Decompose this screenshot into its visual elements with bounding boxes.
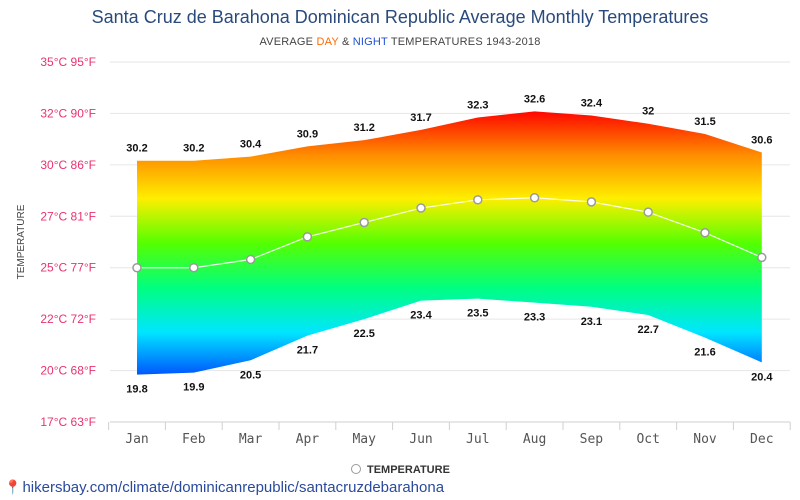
night-value-label: 22.5 [353,328,374,340]
average-point [245,254,256,265]
average-point [757,252,767,263]
night-value-label: 22.7 [637,324,658,336]
night-value-label: 20.4 [751,371,773,383]
x-tick-label: Oct [636,432,659,447]
location-pin-icon: 📍 [4,479,22,495]
average-point [586,197,597,207]
average-point [132,262,142,273]
day-value-label: 30.6 [751,135,772,147]
night-value-label: 23.5 [467,308,488,320]
x-tick-label: Nov [693,432,717,447]
average-point [643,207,653,217]
average-point [529,193,540,203]
x-tick-label: Jan [125,432,148,447]
night-value-label: 23.4 [410,310,432,322]
day-value-label: 30.9 [297,128,318,140]
y-tick-label: 30°C 86°F [40,158,96,172]
chart-legend[interactable]: TEMPERATURE [351,464,450,476]
night-value-label: 19.9 [183,382,204,394]
night-value-label: 21.6 [694,347,715,359]
day-value-label: 31.5 [694,116,715,128]
source-url: hikersbay.com/climate/dominicanrepublic/… [22,479,445,496]
x-tick-label: Feb [182,432,206,447]
day-value-label: 31.2 [353,122,374,134]
day-value-label: 30.4 [240,139,262,151]
day-value-label: 32.6 [524,93,545,105]
day-value-label: 30.2 [126,143,147,155]
subtitle-suffix: TEMPERATURES 1943-2018 [387,36,541,48]
x-tick-label: May [352,432,376,447]
day-value-label: 30.2 [183,143,204,155]
day-value-label: 32.4 [581,97,603,109]
day-value-label: 32.3 [467,100,488,112]
night-value-label: 19.8 [126,384,147,396]
average-point [473,195,483,205]
source-link[interactable]: 📍hikersbay.com/climate/dominicanrepublic… [4,479,444,496]
y-tick-label: 27°C 81°F [40,209,96,223]
chart-subtitle: AVERAGE DAY & NIGHT TEMPERATURES 1943-20… [0,36,800,48]
y-tick-label: 20°C 68°F [40,364,96,378]
day-value-label: 32 [642,106,654,118]
y-tick-label: 22°C 72°F [40,312,96,326]
night-value-label: 23.1 [581,316,602,328]
x-tick-label: Apr [296,432,320,447]
subtitle-night: NIGHT [352,36,388,48]
legend-marker-icon [351,464,361,474]
average-point [700,227,710,238]
subtitle-prefix: AVERAGE [259,36,317,48]
night-value-label: 20.5 [240,369,261,381]
average-point [416,203,426,213]
x-tick-label: Jul [466,432,489,447]
y-tick-label: 35°C 95°F [40,55,96,69]
average-point [302,232,313,242]
x-tick-label: Aug [523,432,546,447]
subtitle-amp: & [338,36,353,48]
x-tick-label: Sep [580,432,604,447]
y-tick-label: 32°C 90°F [40,106,96,120]
average-line [137,197,763,269]
night-value-label: 21.7 [297,345,318,357]
average-point [359,217,369,228]
x-tick-label: Jun [409,432,432,447]
legend-label: TEMPERATURE [367,464,450,476]
x-tick-label: Dec [750,432,773,447]
y-axis-title: TEMPERATURE [16,204,27,279]
subtitle-day: DAY [316,36,339,48]
night-value-label: 23.3 [524,312,545,324]
y-tick-label: 17°C 63°F [40,415,96,429]
x-tick-label: Mar [239,432,263,447]
chart-title: Santa Cruz de Barahona Dominican Republi… [91,7,709,27]
y-tick-label: 25°C 77°F [40,261,96,275]
average-point [189,262,199,273]
day-night-band [137,111,762,375]
day-value-label: 31.7 [410,112,431,124]
